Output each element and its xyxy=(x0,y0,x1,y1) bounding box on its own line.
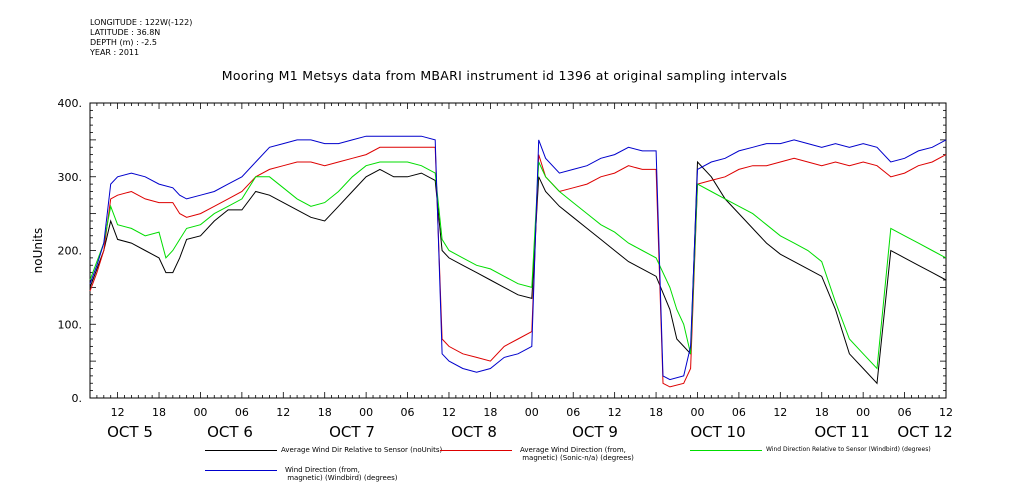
legend-entry-wind-direction-relative-windbird: Wind Direction Relative to Sensor (Windb… xyxy=(690,446,960,458)
legend-label: Wind Direction Relative to Sensor (Windb… xyxy=(766,446,931,453)
series-line-2 xyxy=(89,146,947,388)
x-tick-label: 06 xyxy=(235,406,249,419)
legend-swatch xyxy=(205,450,277,451)
x-tick-label: 00 xyxy=(856,406,870,419)
x-tick-label: 18 xyxy=(483,406,497,419)
x-tick-label: 00 xyxy=(525,406,539,419)
x-tick-label: 12 xyxy=(773,406,787,419)
legend-entry-avg-wind-direction-sonic: Average Wind Direction (from, magnetic) … xyxy=(440,446,670,464)
x-day-label: OCT 9 xyxy=(572,423,618,441)
x-day-label: OCT 6 xyxy=(207,423,253,441)
x-tick-label: 18 xyxy=(152,406,166,419)
metadata-block: LONGITUDE : 122W(-122) LATITUDE : 36.8N … xyxy=(90,18,192,58)
meta-depth: DEPTH (m) : -2.5 xyxy=(90,38,157,47)
x-tick-label: 00 xyxy=(690,406,704,419)
x-tick-label: 12 xyxy=(276,406,290,419)
y-tick-label: 100. xyxy=(58,318,83,331)
meta-year: YEAR : 2011 xyxy=(90,48,140,57)
x-tick-label: 00 xyxy=(359,406,373,419)
y-tick-label: 0. xyxy=(72,392,83,405)
y-tick-label: 200. xyxy=(58,245,83,258)
series-line-1 xyxy=(89,160,947,385)
x-day-label: OCT 7 xyxy=(329,423,375,441)
x-tick-label: 06 xyxy=(732,406,746,419)
x-tick-label: 00 xyxy=(193,406,207,419)
x-tick-label: 06 xyxy=(898,406,912,419)
meta-latitude: LATITUDE : 36.8N xyxy=(90,28,161,37)
x-tick-label: 12 xyxy=(608,406,622,419)
legend-label: Average Wind Direction (from, magnetic) … xyxy=(520,446,634,462)
legend-label: Wind Direction (from, magnetic) (Windbir… xyxy=(285,466,398,482)
chart-title: Mooring M1 Metsys data from MBARI instru… xyxy=(221,68,788,83)
legend-entry-avg-wind-dir-relative: Average Wind Dir Relative to Sensor (noU… xyxy=(205,446,465,458)
series-line-4 xyxy=(89,135,947,381)
meta-longitude: LONGITUDE : 122W(-122) xyxy=(90,18,193,27)
x-tick-label: 06 xyxy=(401,406,415,419)
legend-swatch xyxy=(440,450,512,451)
x-day-label: OCT 5 xyxy=(107,423,153,441)
legend-entry-wind-direction-windbird: Wind Direction (from, magnetic) (Windbir… xyxy=(205,466,465,484)
y-tick-label: 300. xyxy=(58,171,83,184)
x-tick-label: 18 xyxy=(649,406,663,419)
series-line-3 xyxy=(89,161,947,370)
x-tick-label: 12 xyxy=(111,406,125,419)
x-tick-label: 12 xyxy=(939,406,953,419)
legend-swatch xyxy=(690,450,762,451)
x-day-label: OCT 11 xyxy=(814,423,869,441)
x-day-label: OCT 10 xyxy=(690,423,745,441)
x-tick-label: 18 xyxy=(318,406,332,419)
legend-swatch xyxy=(205,470,277,471)
y-axis-label: noUnits xyxy=(31,228,45,274)
x-tick-label: 12 xyxy=(442,406,456,419)
x-tick-label: 18 xyxy=(815,406,829,419)
x-day-label: OCT 8 xyxy=(451,423,497,441)
y-tick-label: 400. xyxy=(58,97,83,110)
x-tick-label: 06 xyxy=(566,406,580,419)
x-day-label: OCT 12 xyxy=(897,423,952,441)
legend-label: Average Wind Dir Relative to Sensor (noU… xyxy=(281,446,443,454)
